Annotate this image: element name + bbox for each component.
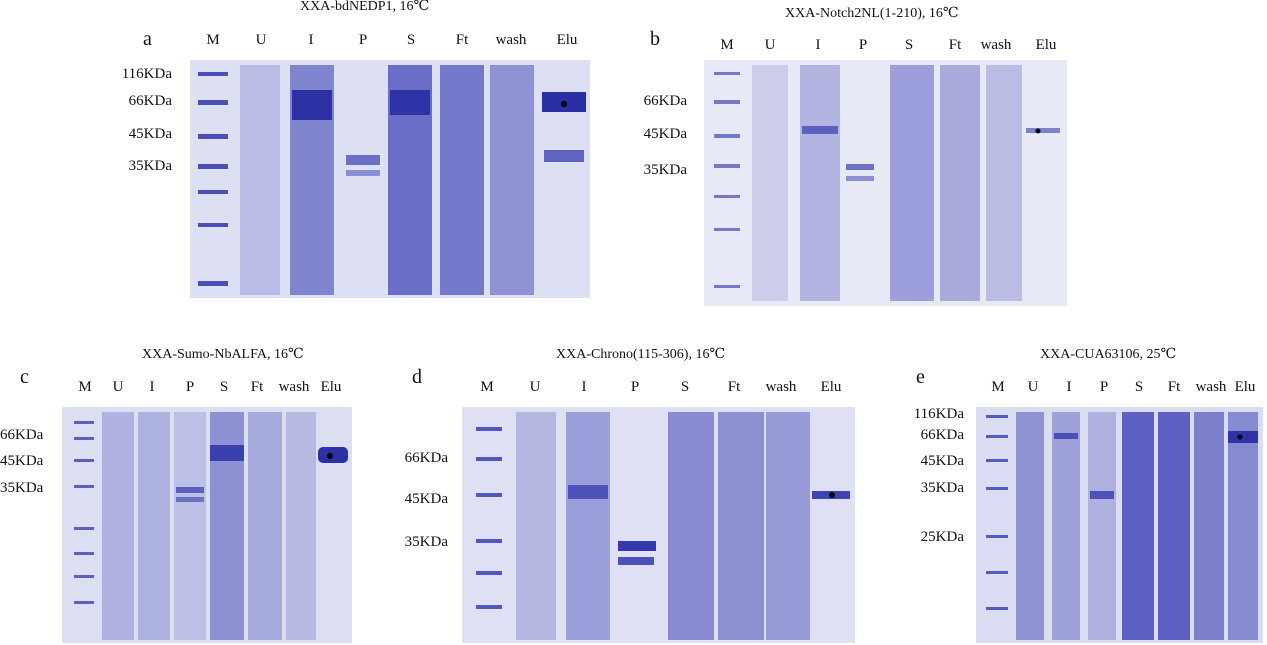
gel-image-e — [976, 407, 1263, 643]
lane-label: P — [1099, 379, 1109, 395]
lane-label: M — [991, 379, 1005, 395]
marker-label: 116KDa — [121, 66, 172, 82]
lane-label: I — [149, 379, 155, 395]
lane-label: M — [480, 379, 494, 395]
lane-label: M — [206, 32, 220, 48]
lane-label: U — [764, 37, 776, 53]
lane-label: P — [185, 379, 195, 395]
marker-label: 35KDa — [404, 534, 448, 550]
lane-label: U — [1027, 379, 1039, 395]
marker-label: 66KDa — [920, 427, 964, 443]
marker-label: 45KDa — [920, 453, 964, 469]
lane-label: P — [358, 32, 368, 48]
lane-label: Ft — [1167, 379, 1181, 395]
lane-label: S — [904, 37, 914, 53]
lane-label: S — [1134, 379, 1144, 395]
lane-label: wash — [278, 379, 310, 395]
panel-b-title: XXA-Notch2NL(1-210), 16℃ — [785, 6, 959, 21]
lane-label: U — [255, 32, 267, 48]
marker-label: 45KDa — [128, 126, 172, 142]
lane-label: I — [581, 379, 587, 395]
lane-label: I — [815, 37, 821, 53]
lane-label: P — [858, 37, 868, 53]
lane-label: wash — [765, 379, 797, 395]
panel-b-letter: b — [650, 28, 660, 50]
marker-label: 35KDa — [0, 480, 44, 496]
lane-label: Elu — [1035, 37, 1057, 53]
lane-label: Elu — [320, 379, 342, 395]
lane-label: U — [112, 379, 124, 395]
marker-label: 116KDa — [913, 406, 964, 422]
marker-label: 35KDa — [643, 162, 687, 178]
lane-label: wash — [1195, 379, 1227, 395]
panel-e-letter: e — [916, 366, 925, 388]
lane-label: Elu — [556, 32, 578, 48]
marker-label: 45KDa — [0, 453, 44, 469]
marker-label: 66KDa — [643, 93, 687, 109]
marker-label: 45KDa — [643, 126, 687, 142]
lane-label: P — [630, 379, 640, 395]
marker-label: 25KDa — [920, 529, 964, 545]
gel-image-a — [190, 60, 590, 298]
lane-label: Ft — [948, 37, 962, 53]
lane-label: U — [529, 379, 541, 395]
lane-label: wash — [495, 32, 527, 48]
marker-label: 66KDa — [128, 93, 172, 109]
lane-label: M — [720, 37, 734, 53]
gel-image-d — [462, 407, 855, 643]
lane-label: Ft — [455, 32, 469, 48]
lane-label: S — [219, 379, 229, 395]
lane-label: wash — [980, 37, 1012, 53]
panel-a-title: XXA-bdNEDP1, 16℃ — [300, 0, 430, 14]
gel-image-c — [62, 407, 352, 643]
lane-label: Elu — [820, 379, 842, 395]
marker-label: 66KDa — [0, 427, 44, 443]
lane-label: I — [308, 32, 314, 48]
lane-label: Ft — [727, 379, 741, 395]
marker-label: 35KDa — [128, 158, 172, 174]
panel-c-title: XXA-Sumo-NbALFA, 16℃ — [142, 347, 304, 362]
gel-image-b — [704, 60, 1067, 306]
lane-label: Elu — [1234, 379, 1256, 395]
lane-label: S — [406, 32, 416, 48]
panel-a-letter: a — [143, 28, 152, 50]
panel-e-title: XXA-CUA63106, 25℃ — [1040, 347, 1177, 362]
lane-label: M — [78, 379, 92, 395]
lane-label: I — [1066, 379, 1072, 395]
panel-d-letter: d — [412, 366, 422, 388]
marker-label: 66KDa — [404, 450, 448, 466]
marker-label: 45KDa — [404, 491, 448, 507]
marker-label: 35KDa — [920, 480, 964, 496]
panel-c-letter: c — [20, 366, 29, 388]
panel-d-title: XXA-Chrono(115-306), 16℃ — [556, 347, 726, 362]
lane-label: Ft — [250, 379, 264, 395]
lane-label: S — [680, 379, 690, 395]
